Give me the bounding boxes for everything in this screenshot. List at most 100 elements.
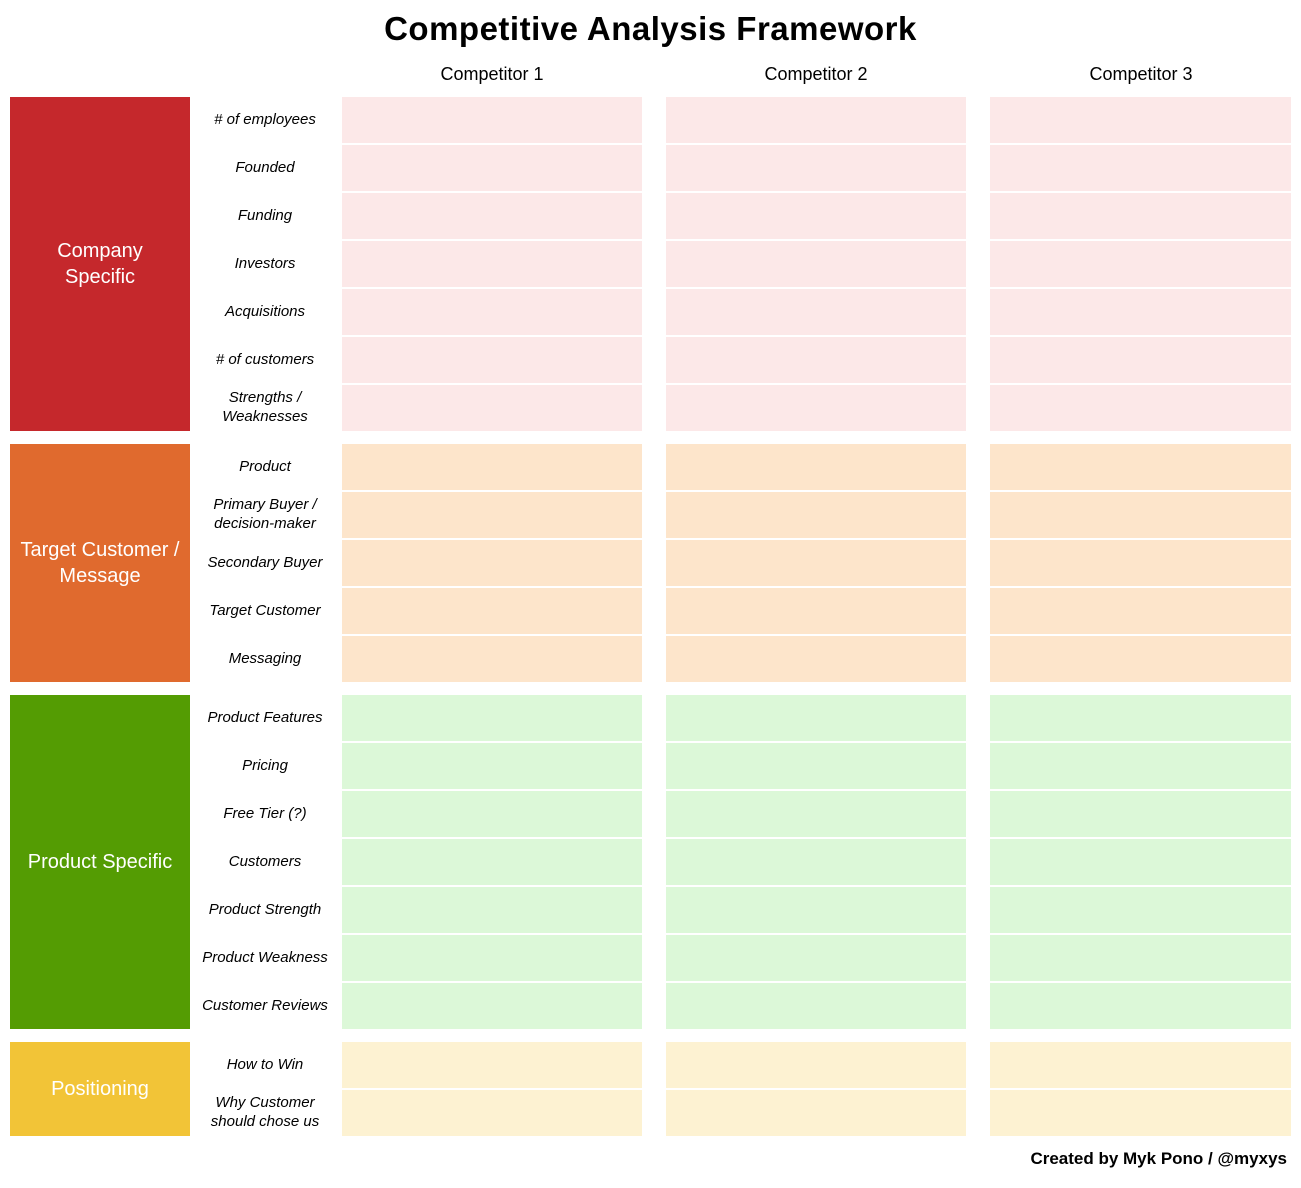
group-company-specific: Company Specific # of employees Founded Fun… [10,97,1291,431]
cell-target-customer-message-primary-buyer-decision-maker-competitor-3 [990,492,1291,538]
framework-grid: Company Specific # of employees Founded Fun… [10,97,1291,1136]
cell-product-specific-customer-reviews-competitor-2 [666,983,966,1029]
cell-company-specific-of-customers-competitor-1 [342,337,642,383]
cell-product-specific-product-strength-competitor-2 [666,887,966,933]
cell-company-specific-investors-competitor-2 [666,241,966,287]
row-label-free-tier: Free Tier (?) [223,804,307,822]
cell-positioning-why-customer-should-chose-us-competitor-1 [342,1090,642,1136]
cell-company-specific-of-customers-competitor-3 [990,337,1291,383]
cell-product-specific-product-strength-competitor-3 [990,887,1291,933]
cell-company-specific-acquisitions-competitor-3 [990,289,1291,335]
row-label-pricing: Pricing [242,756,288,774]
cell-positioning-why-customer-should-chose-us-competitor-2 [666,1090,966,1136]
cell-company-specific-investors-competitor-3 [990,241,1291,287]
row-why-customer-should-chose-us: Why Customer should chose us [190,1090,1291,1136]
row-of-employees: # of employees [190,97,1291,143]
cell-positioning-how-to-win-competitor-3 [990,1042,1291,1088]
row-product-strength: Product Strength [190,887,1291,933]
row-investors: Investors [190,241,1291,287]
row-customers: Customers [190,839,1291,885]
row-label-target-customer: Target Customer [209,601,321,619]
cell-target-customer-message-messaging-competitor-3 [990,636,1291,682]
row-label-primary-buyer-decision-maker: Primary Buyer / decision-maker [213,496,317,532]
row-label-product-features: Product Features [207,708,323,726]
cell-target-customer-message-secondary-buyer-competitor-1 [342,540,642,586]
row-funding: Funding [190,193,1291,239]
row-label-founded: Founded [235,158,295,176]
row-label-how-to-win: How to Win [226,1055,304,1073]
row-label-investors: Investors [234,254,296,272]
group-rows: How to Win Why Customer should chose us [190,1042,1291,1136]
group-rows: # of employees Founded Funding Investors Acq… [190,97,1291,431]
group-positioning: Positioning How to Win Why Customer should… [10,1042,1291,1136]
group-header-label: Positioning [51,1078,149,1100]
row-founded: Founded [190,145,1291,191]
cell-target-customer-message-primary-buyer-decision-maker-competitor-1 [342,492,642,538]
row-free-tier: Free Tier (?) [190,791,1291,837]
cell-company-specific-of-customers-competitor-2 [666,337,966,383]
cell-company-specific-strengths-weaknesses-competitor-3 [990,385,1291,431]
cell-company-specific-founded-competitor-1 [342,145,642,191]
cell-product-specific-pricing-competitor-2 [666,743,966,789]
row-label-strengths-weaknesses: Strengths / Weaknesses [222,389,308,425]
cell-product-specific-product-features-competitor-1 [342,695,642,741]
group-product-specific: Product Specific Product Features Pricing F… [10,695,1291,1029]
row-label-secondary-buyer: Secondary Buyer [207,553,323,571]
cell-positioning-why-customer-should-chose-us-competitor-3 [990,1090,1291,1136]
cell-company-specific-of-employees-competitor-3 [990,97,1291,143]
group-header-product-specific: Product Specific [10,695,190,1029]
credit-line: Created by Myk Pono / @myxys [1030,1149,1287,1168]
row-label-funding: Funding [237,206,293,224]
cell-company-specific-funding-competitor-1 [342,193,642,239]
row-pricing: Pricing [190,743,1291,789]
row-label-customer-reviews: Customer Reviews [202,996,328,1014]
competitor-1-header: Competitor 1 [440,64,544,84]
competitor-header-row: Competitor 1 Competitor 2 Competitor 3 [10,64,1291,85]
cell-target-customer-message-messaging-competitor-1 [342,636,642,682]
cell-target-customer-message-target-customer-competitor-3 [990,588,1291,634]
group-header-company-specific: Company Specific [10,97,190,431]
cell-company-specific-acquisitions-competitor-2 [666,289,966,335]
cell-company-specific-investors-competitor-1 [342,241,642,287]
row-label-acquisitions: Acquisitions [224,302,306,320]
cell-product-specific-customer-reviews-competitor-1 [342,983,642,1029]
row-primary-buyer-decision-maker: Primary Buyer / decision-maker [190,492,1291,538]
row-label-product: Product [239,457,291,475]
cell-target-customer-message-product-competitor-1 [342,444,642,490]
group-header-target-customer-message: Target Customer / Message [10,444,190,682]
row-label-why-customer-should-chose-us: Why Customer should chose us [210,1094,320,1130]
cell-positioning-how-to-win-competitor-2 [666,1042,966,1088]
group-header-positioning: Positioning [10,1042,190,1136]
cell-product-specific-customer-reviews-competitor-3 [990,983,1291,1029]
cell-product-specific-free-tier-competitor-1 [342,791,642,837]
cell-target-customer-message-product-competitor-3 [990,444,1291,490]
cell-company-specific-founded-competitor-3 [990,145,1291,191]
cell-product-specific-product-weakness-competitor-1 [342,935,642,981]
cell-target-customer-message-messaging-competitor-2 [666,636,966,682]
cell-product-specific-pricing-competitor-1 [342,743,642,789]
row-target-customer: Target Customer [190,588,1291,634]
competitor-2-header: Competitor 2 [764,64,868,84]
cell-company-specific-funding-competitor-2 [666,193,966,239]
cell-product-specific-customers-competitor-1 [342,839,642,885]
cell-target-customer-message-secondary-buyer-competitor-2 [666,540,966,586]
row-product-features: Product Features [190,695,1291,741]
row-label-of-employees: # of employees [214,110,316,128]
row-label-messaging: Messaging [228,649,302,667]
row-messaging: Messaging [190,636,1291,682]
cell-product-specific-customers-competitor-3 [990,839,1291,885]
cell-company-specific-of-employees-competitor-1 [342,97,642,143]
cell-company-specific-strengths-weaknesses-competitor-2 [666,385,966,431]
cell-product-specific-product-weakness-competitor-2 [666,935,966,981]
cell-company-specific-of-employees-competitor-2 [666,97,966,143]
cell-product-specific-product-strength-competitor-1 [342,887,642,933]
cell-product-specific-product-weakness-competitor-3 [990,935,1291,981]
row-label-of-customers: # of customers [215,350,315,368]
row-label-product-weakness: Product Weakness [202,948,328,966]
group-rows: Product Features Pricing Free Tier (?) Cust… [190,695,1291,1029]
cell-product-specific-product-features-competitor-2 [666,695,966,741]
cell-target-customer-message-target-customer-competitor-2 [666,588,966,634]
cell-company-specific-acquisitions-competitor-1 [342,289,642,335]
cell-company-specific-strengths-weaknesses-competitor-1 [342,385,642,431]
